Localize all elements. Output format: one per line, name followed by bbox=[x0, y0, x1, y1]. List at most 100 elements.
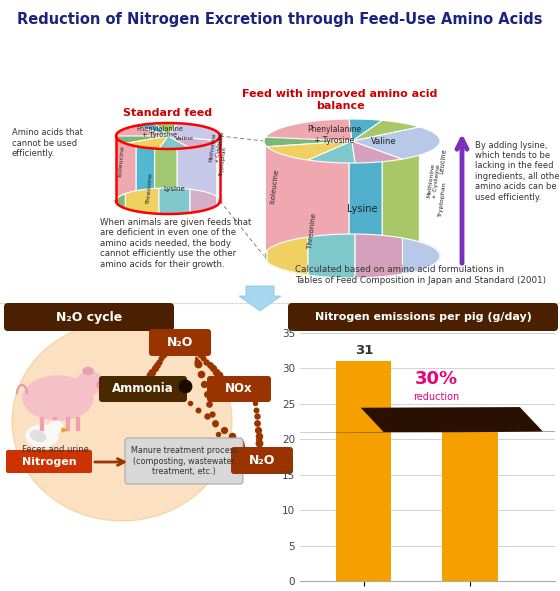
Polygon shape bbox=[352, 141, 403, 163]
Text: Ammonia: Ammonia bbox=[112, 382, 174, 395]
Polygon shape bbox=[168, 123, 220, 141]
FancyBboxPatch shape bbox=[231, 447, 293, 474]
Ellipse shape bbox=[26, 425, 58, 447]
Point bbox=[254, 425, 263, 434]
Point bbox=[213, 429, 222, 439]
FancyBboxPatch shape bbox=[149, 329, 211, 356]
Polygon shape bbox=[352, 127, 440, 159]
Point bbox=[212, 367, 221, 376]
Text: By adding lysine,
which tends to be
lacking in the feed
ingredients, all other
a: By adding lysine, which tends to be lack… bbox=[475, 141, 560, 202]
Text: N₂O cycle: N₂O cycle bbox=[56, 310, 122, 323]
FancyBboxPatch shape bbox=[4, 303, 174, 331]
Text: Phenylalanine
+ Tyrosine: Phenylalanine + Tyrosine bbox=[307, 125, 361, 145]
Point bbox=[157, 353, 166, 363]
Point bbox=[148, 367, 157, 376]
Text: Valine: Valine bbox=[371, 138, 397, 147]
Point bbox=[159, 350, 168, 360]
FancyBboxPatch shape bbox=[99, 376, 187, 402]
Bar bbox=[336, 361, 391, 581]
Point bbox=[202, 411, 211, 421]
Text: Feed with improved amino acid
balance: Feed with improved amino acid balance bbox=[242, 89, 438, 111]
FancyBboxPatch shape bbox=[207, 376, 271, 402]
Text: Leucine: Leucine bbox=[438, 148, 447, 174]
Polygon shape bbox=[264, 119, 375, 262]
Point bbox=[199, 353, 208, 363]
Text: Nitrogen: Nitrogen bbox=[22, 457, 76, 467]
Text: Nitrogen emissions per pig (g/day): Nitrogen emissions per pig (g/day) bbox=[315, 312, 531, 322]
Point bbox=[199, 379, 208, 388]
Polygon shape bbox=[264, 119, 375, 147]
Text: N₂O: N₂O bbox=[167, 336, 193, 349]
Ellipse shape bbox=[12, 321, 232, 521]
Polygon shape bbox=[355, 159, 403, 278]
Text: Reduction of Nitrogen Excretion through Feed-Use Amino Acids: Reduction of Nitrogen Excretion through … bbox=[17, 12, 543, 27]
Polygon shape bbox=[136, 124, 168, 136]
Ellipse shape bbox=[76, 372, 104, 394]
Polygon shape bbox=[155, 123, 177, 136]
Polygon shape bbox=[116, 188, 220, 214]
Polygon shape bbox=[159, 148, 190, 214]
Point bbox=[194, 405, 203, 414]
Polygon shape bbox=[267, 147, 308, 275]
Text: When animals are given feeds that
are deficient in even one of the
amino acids n: When animals are given feeds that are de… bbox=[100, 218, 251, 268]
Ellipse shape bbox=[83, 368, 93, 375]
Text: Amino acids that
cannot be used
efficiently.: Amino acids that cannot be used efficien… bbox=[12, 128, 83, 158]
Text: Tryptophan: Tryptophan bbox=[219, 146, 227, 176]
Point bbox=[236, 439, 245, 448]
Polygon shape bbox=[190, 141, 217, 213]
Text: Phenylalanine
+ Tyrosine: Phenylalanine + Tyrosine bbox=[137, 125, 184, 138]
Polygon shape bbox=[352, 121, 419, 141]
Point bbox=[211, 418, 220, 428]
Point bbox=[152, 361, 161, 370]
Text: reduction: reduction bbox=[413, 392, 459, 402]
Text: Isoleucine: Isoleucine bbox=[117, 145, 125, 177]
Text: Feces and urine: Feces and urine bbox=[22, 444, 88, 453]
Point bbox=[219, 425, 228, 434]
Point bbox=[205, 361, 214, 370]
Point bbox=[208, 409, 217, 418]
FancyBboxPatch shape bbox=[125, 438, 243, 484]
Ellipse shape bbox=[30, 431, 46, 441]
Point bbox=[255, 439, 264, 448]
FancyBboxPatch shape bbox=[288, 303, 558, 331]
FancyArrow shape bbox=[225, 407, 560, 433]
Polygon shape bbox=[264, 234, 440, 278]
Point bbox=[211, 419, 220, 428]
Point bbox=[252, 411, 261, 421]
Text: Manure treatment process
(composting, wastewater
treatment, etc.): Manure treatment process (composting, wa… bbox=[130, 446, 237, 476]
Ellipse shape bbox=[49, 421, 63, 433]
Text: Calculated based on amino acid formulations in
Tables of Feed Composition in Jap: Calculated based on amino acid formulati… bbox=[295, 265, 546, 285]
Polygon shape bbox=[308, 141, 355, 163]
Polygon shape bbox=[168, 136, 217, 148]
Polygon shape bbox=[177, 123, 220, 206]
Polygon shape bbox=[136, 124, 155, 191]
Polygon shape bbox=[116, 126, 168, 136]
Ellipse shape bbox=[23, 376, 93, 420]
Polygon shape bbox=[382, 121, 419, 242]
Point bbox=[195, 350, 204, 360]
Polygon shape bbox=[349, 119, 382, 235]
Text: N₂O: N₂O bbox=[249, 454, 275, 467]
Polygon shape bbox=[403, 127, 440, 274]
Polygon shape bbox=[265, 119, 352, 141]
Ellipse shape bbox=[97, 381, 109, 389]
Point bbox=[205, 399, 214, 408]
Point bbox=[155, 357, 164, 366]
Polygon shape bbox=[267, 141, 352, 160]
Point bbox=[253, 418, 262, 428]
Text: Standard feed: Standard feed bbox=[123, 108, 213, 118]
FancyArrow shape bbox=[239, 286, 281, 311]
Polygon shape bbox=[116, 126, 136, 201]
Point bbox=[214, 371, 223, 380]
Text: Isoleucine: Isoleucine bbox=[270, 168, 280, 204]
Polygon shape bbox=[116, 123, 168, 209]
Polygon shape bbox=[155, 123, 177, 189]
Point bbox=[146, 371, 155, 380]
Polygon shape bbox=[265, 119, 349, 252]
Text: Leucine: Leucine bbox=[217, 131, 225, 151]
Text: 30%: 30% bbox=[414, 370, 458, 388]
Point bbox=[197, 369, 206, 378]
Text: Tryptophan: Tryptophan bbox=[438, 181, 447, 217]
Point bbox=[254, 431, 263, 441]
Polygon shape bbox=[159, 136, 190, 149]
